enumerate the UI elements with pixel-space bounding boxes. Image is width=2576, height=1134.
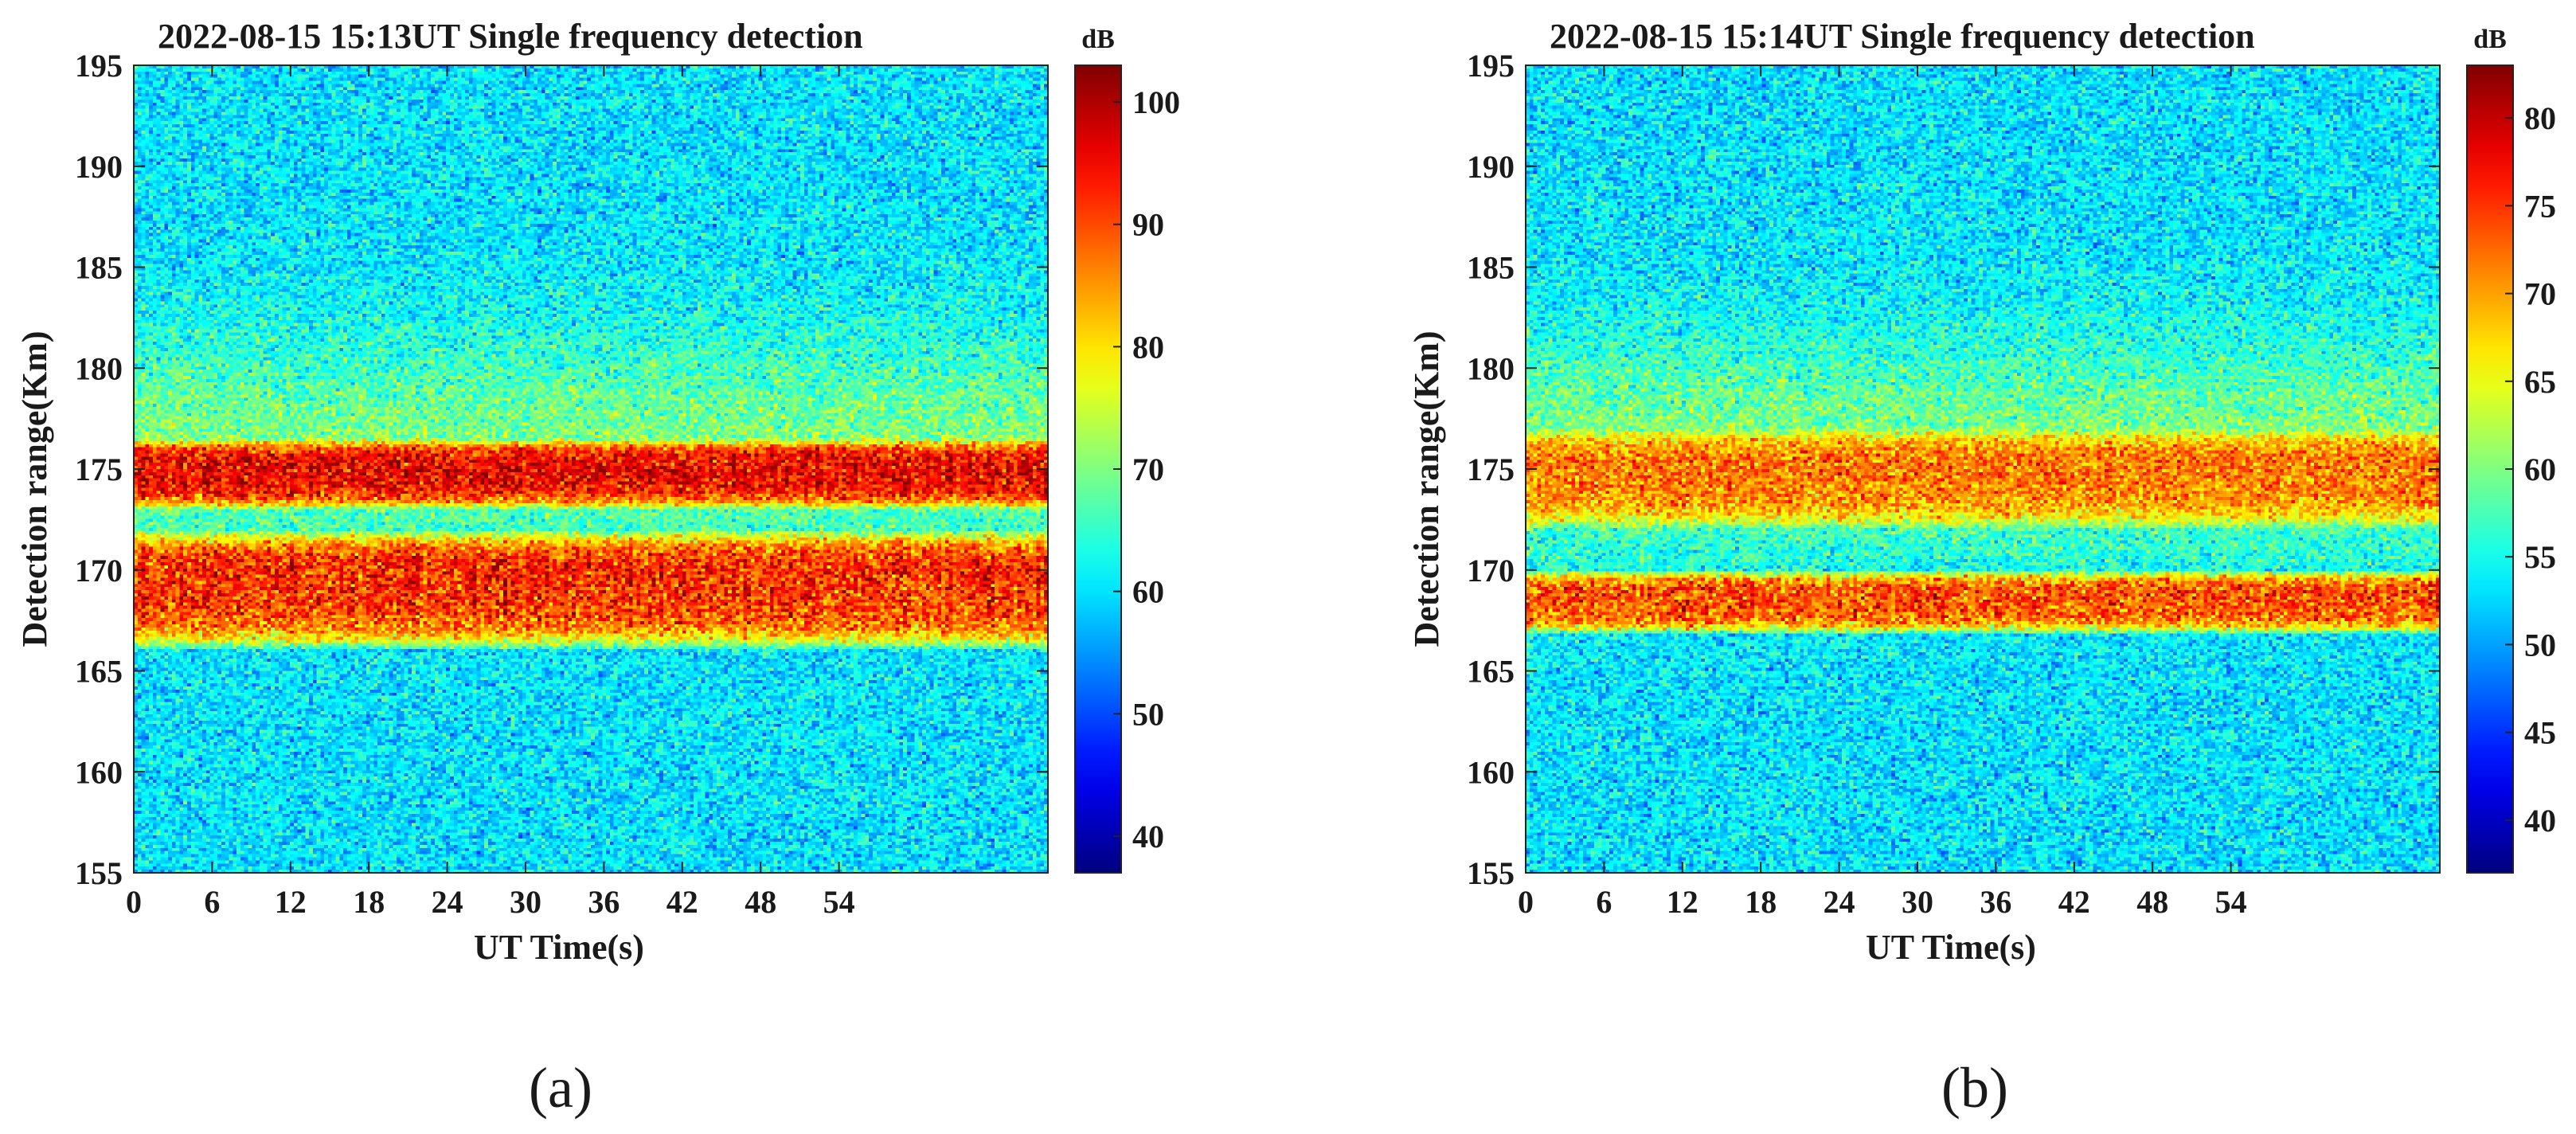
x-tick-label: 18 [1745,884,1777,920]
x-tick-label: 48 [2136,884,2168,920]
x-tick-label: 0 [1518,884,1534,920]
chart-title: 2022-08-15 15:13UT Single frequency dete… [158,17,863,56]
colorbar-tick-label: 40 [2524,803,2556,839]
x-tick-label: 36 [1980,884,2011,920]
x-tick-label: 18 [353,884,385,920]
y-tick-label: 165 [75,654,123,690]
y-axis-label: Detection range(Km) [1407,330,1446,647]
x-axis-label: UT Time(s) [1866,928,2036,967]
x-axis-label: UT Time(s) [474,928,644,967]
x-tick-label: 42 [2058,884,2090,920]
x-tick-label: 30 [1902,884,1933,920]
y-axis-label: Detection range(Km) [15,330,54,647]
colorbar-tick-label: 60 [1132,574,1164,610]
y-tick-label: 165 [1467,654,1515,690]
y-tick-label: 180 [75,350,123,386]
x-tick-label: 12 [275,884,307,920]
colorbar-unit-label: dB [1081,25,1115,54]
y-tick-label: 155 [1467,855,1515,891]
x-tick-label: 12 [1667,884,1698,920]
y-tick-label: 155 [75,855,123,891]
colorbar-tick-label: 80 [2524,100,2556,136]
x-tick-label: 6 [204,884,220,920]
colorbar-tick-label: 45 [2524,715,2556,751]
y-tick-label: 185 [75,250,123,286]
x-tick-label: 0 [126,884,142,920]
y-tick-label: 175 [75,452,123,487]
y-tick-label: 160 [75,754,123,790]
colorbar-tick-label: 50 [2524,627,2556,663]
x-tick-label: 36 [588,884,620,920]
y-tick-label: 190 [75,149,123,185]
heatmap-image [134,65,1048,873]
x-tick-label: 24 [1824,884,1855,920]
colorbar-tick-label: 55 [2524,539,2556,575]
x-tick-label: 42 [666,884,698,920]
x-tick-label: 54 [823,884,855,920]
x-tick-label: 30 [510,884,541,920]
colorbar-tick-label: 70 [1132,452,1164,487]
y-tick-label: 195 [75,48,123,84]
chart-panel-b: 2022-08-15 15:14UT Single frequency dete… [1407,17,2556,1120]
x-tick-label: 54 [2215,884,2247,920]
y-tick-label: 170 [1467,553,1515,589]
colorbar-tick-label: 75 [2524,188,2556,224]
y-tick-label: 180 [1467,350,1515,386]
colorbar-tick-label: 80 [1132,329,1164,365]
x-tick-label: 6 [1596,884,1612,920]
y-tick-label: 190 [1467,149,1515,185]
colorbar-tick-label: 50 [1132,696,1164,732]
panel-caption: (b) [1941,1056,2008,1120]
colorbar-unit-label: dB [2473,25,2507,54]
colorbar-tick-label: 70 [2524,276,2556,312]
y-tick-label: 175 [1467,452,1515,487]
panel-caption: (a) [529,1056,592,1120]
y-tick-label: 170 [75,553,123,589]
x-tick-label: 48 [745,884,776,920]
chart-panel-a: 2022-08-15 15:13UT Single frequency dete… [15,17,1180,1120]
y-tick-label: 185 [1467,250,1515,286]
x-tick-label: 24 [432,884,463,920]
chart-title: 2022-08-15 15:14UT Single frequency dete… [1550,17,2255,56]
colorbar-tick-label: 60 [2524,452,2556,487]
y-tick-label: 195 [1467,48,1515,84]
colorbar-tick-label: 100 [1132,84,1180,120]
colorbar-tick-label: 65 [2524,364,2556,400]
heatmap-image [1526,65,2440,873]
y-tick-label: 160 [1467,754,1515,790]
colorbar-tick-label: 90 [1132,207,1164,243]
colorbar-tick-label: 40 [1132,819,1164,854]
